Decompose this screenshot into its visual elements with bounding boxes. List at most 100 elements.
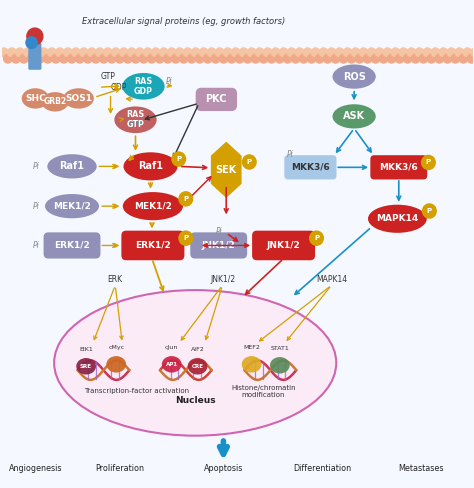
Circle shape: [131, 54, 140, 63]
Text: GTP: GTP: [129, 122, 142, 127]
Circle shape: [309, 230, 324, 246]
Text: AP1: AP1: [166, 362, 178, 367]
Circle shape: [96, 48, 104, 57]
Circle shape: [116, 54, 124, 63]
Ellipse shape: [22, 88, 49, 109]
Circle shape: [421, 155, 436, 170]
Text: Extracellular signal proteins (eg, growth factors): Extracellular signal proteins (eg, growt…: [82, 18, 286, 26]
Circle shape: [26, 37, 37, 48]
Circle shape: [367, 48, 376, 57]
Ellipse shape: [188, 358, 208, 374]
Circle shape: [16, 48, 24, 57]
Circle shape: [427, 54, 436, 63]
Circle shape: [443, 54, 452, 63]
FancyBboxPatch shape: [190, 232, 247, 259]
Text: STAT1: STAT1: [271, 346, 289, 351]
Ellipse shape: [106, 356, 126, 372]
FancyBboxPatch shape: [252, 231, 315, 260]
Circle shape: [283, 54, 292, 63]
Circle shape: [319, 48, 328, 57]
Circle shape: [152, 48, 160, 57]
Circle shape: [19, 54, 28, 63]
Circle shape: [75, 54, 84, 63]
Text: AIF2: AIF2: [191, 346, 204, 352]
Ellipse shape: [332, 104, 376, 128]
Circle shape: [172, 54, 180, 63]
Circle shape: [379, 54, 388, 63]
Circle shape: [439, 48, 447, 57]
Circle shape: [159, 48, 168, 57]
Circle shape: [64, 48, 72, 57]
Circle shape: [315, 54, 324, 63]
Circle shape: [451, 54, 460, 63]
Circle shape: [195, 54, 204, 63]
Text: Pi: Pi: [33, 202, 40, 211]
Circle shape: [60, 54, 68, 63]
Circle shape: [387, 54, 396, 63]
Circle shape: [259, 54, 268, 63]
Circle shape: [287, 48, 296, 57]
Circle shape: [335, 48, 344, 57]
Circle shape: [167, 48, 176, 57]
Circle shape: [208, 48, 216, 57]
Circle shape: [211, 54, 220, 63]
Circle shape: [44, 54, 52, 63]
Circle shape: [203, 54, 212, 63]
Ellipse shape: [162, 356, 182, 372]
Text: SOS1: SOS1: [65, 94, 92, 103]
Text: Raf1: Raf1: [138, 162, 163, 171]
Text: ROS: ROS: [343, 72, 365, 81]
Circle shape: [323, 54, 332, 63]
Text: P: P: [246, 159, 252, 165]
Circle shape: [200, 48, 208, 57]
Text: GRB2: GRB2: [44, 97, 67, 106]
Ellipse shape: [122, 73, 164, 100]
Text: Apoptosis: Apoptosis: [204, 464, 243, 473]
Ellipse shape: [45, 194, 99, 218]
Circle shape: [307, 54, 316, 63]
Text: RAS
GDP: RAS GDP: [134, 77, 153, 96]
Circle shape: [236, 54, 244, 63]
Circle shape: [215, 48, 224, 57]
Text: MEK1/2: MEK1/2: [53, 202, 91, 211]
Text: Pi: Pi: [287, 150, 294, 159]
Text: ASK: ASK: [343, 111, 365, 122]
Circle shape: [411, 54, 419, 63]
Text: P: P: [176, 156, 182, 162]
Circle shape: [415, 48, 424, 57]
Circle shape: [223, 48, 232, 57]
Circle shape: [164, 54, 172, 63]
Circle shape: [147, 54, 156, 63]
Text: ERK: ERK: [108, 275, 123, 284]
Circle shape: [419, 54, 428, 63]
Text: P: P: [183, 196, 188, 202]
Circle shape: [423, 48, 432, 57]
Text: MEF2: MEF2: [243, 345, 260, 350]
Circle shape: [80, 48, 88, 57]
Ellipse shape: [368, 204, 427, 233]
Circle shape: [119, 48, 128, 57]
Text: Pi: Pi: [166, 77, 173, 86]
Circle shape: [0, 48, 8, 57]
Circle shape: [383, 48, 392, 57]
Circle shape: [231, 48, 240, 57]
Ellipse shape: [64, 88, 94, 109]
FancyBboxPatch shape: [44, 232, 100, 259]
Circle shape: [178, 230, 193, 246]
Text: Nucleus: Nucleus: [175, 396, 216, 405]
FancyBboxPatch shape: [284, 155, 337, 180]
Circle shape: [275, 54, 284, 63]
Circle shape: [175, 48, 184, 57]
Text: CRE: CRE: [191, 364, 203, 369]
FancyBboxPatch shape: [196, 88, 237, 111]
Circle shape: [47, 48, 56, 57]
Circle shape: [279, 48, 288, 57]
Ellipse shape: [242, 356, 262, 372]
Circle shape: [455, 48, 464, 57]
Text: Transcription-factor activation: Transcription-factor activation: [84, 387, 189, 393]
Text: JNK1/2: JNK1/2: [202, 241, 236, 250]
Text: MEK1/2: MEK1/2: [134, 202, 172, 211]
Circle shape: [239, 48, 248, 57]
Circle shape: [24, 48, 32, 57]
Circle shape: [55, 48, 64, 57]
